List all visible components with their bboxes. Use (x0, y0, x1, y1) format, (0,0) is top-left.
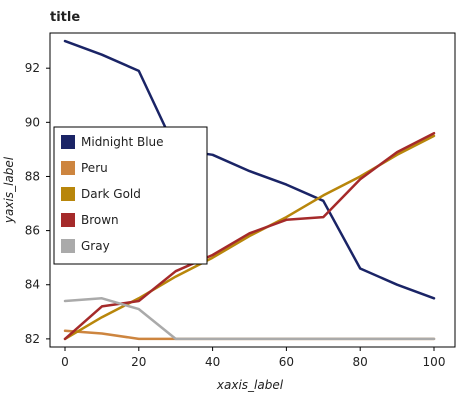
x-tick-label: 60 (279, 355, 294, 369)
series-line-brown (63, 131, 436, 341)
x-tick-label: 80 (353, 355, 368, 369)
x-axis-label: xaxis_label (216, 378, 284, 392)
legend-label-gray: Gray (81, 239, 110, 253)
series-line-midnight-blue (63, 39, 436, 300)
legend-swatch-gray (61, 239, 75, 253)
y-axis-label: yaxis_label (2, 156, 16, 224)
y-tick-label: 86 (25, 224, 40, 238)
legend-swatch-midnight-blue (61, 135, 75, 149)
x-tick-label: 100 (423, 355, 446, 369)
legend-label-midnight-blue: Midnight Blue (81, 135, 164, 149)
y-tick-label: 84 (25, 278, 40, 292)
plot-frame (49, 32, 456, 348)
x-tick-label: 40 (205, 355, 220, 369)
legend-label-dark-gold: Dark Gold (81, 187, 141, 201)
y-axis-ticks: 82 84 86 88 90 92 (25, 61, 50, 346)
x-axis-ticks: 0 20 40 60 80 100 (61, 347, 445, 369)
y-tick-label: 90 (25, 115, 40, 129)
series-lines (63, 39, 436, 341)
legend-swatch-brown (61, 213, 75, 227)
legend-box (53, 126, 208, 265)
y-tick-label: 92 (25, 61, 40, 75)
legend-label-brown: Brown (81, 213, 119, 227)
x-tick-label: 20 (131, 355, 146, 369)
y-tick-label: 82 (25, 332, 40, 346)
y-tick-label: 88 (25, 169, 40, 183)
x-tick-label: 0 (61, 355, 69, 369)
legend-swatch-dark-gold (61, 187, 75, 201)
legend-swatch-peru (61, 161, 75, 175)
legend-label-peru: Peru (81, 161, 108, 175)
legend: Midnight Blue Peru Dark Gold Brown Gray (53, 126, 208, 265)
series-line-gray (63, 297, 436, 341)
chart-title: title (50, 10, 80, 25)
